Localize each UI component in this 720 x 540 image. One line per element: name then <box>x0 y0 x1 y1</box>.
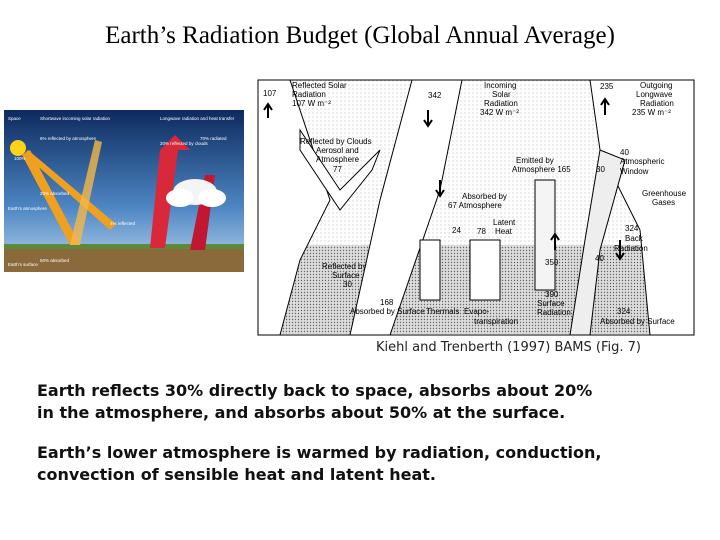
right-label: Window <box>620 167 649 176</box>
paragraph-line: in the atmosphere, and absorbs about 50%… <box>37 403 566 422</box>
right-label: Greenhouse <box>642 189 687 198</box>
right-label: Solar <box>492 90 511 99</box>
right-label: 350 <box>545 258 559 267</box>
right-label: Absorbed by Surface <box>350 307 425 316</box>
right-label: 40 <box>595 254 604 263</box>
right-label: Radiation <box>537 308 571 317</box>
right-label: 342 W m⁻² <box>480 108 519 117</box>
paragraph: Earth reflects 30% directly back to spac… <box>37 380 592 424</box>
right-label: Gases <box>652 198 675 207</box>
right-label: Outgoing <box>640 81 672 90</box>
left-label: 20% reflected by clouds <box>160 141 209 146</box>
right-label: 107 W m⁻² <box>292 99 331 108</box>
right-label: 30 <box>343 280 352 289</box>
right-label: 324 <box>625 224 639 233</box>
right-label: Surface <box>537 299 565 308</box>
right-label: Reflected by <box>322 262 366 271</box>
right-label: Radiation <box>614 244 648 253</box>
right-label: 235 W m⁻² <box>632 108 671 117</box>
right-label: Radiation <box>484 99 518 108</box>
caption: Kiehl and Trenberth (1997) BAMS (Fig. 7) <box>376 340 641 355</box>
right-label: Incoming <box>484 81 516 90</box>
right-label: Back <box>625 234 644 243</box>
right-label: 30 <box>596 165 605 174</box>
left-label: Space <box>8 116 21 121</box>
left-label: 50% absorbed <box>40 258 70 263</box>
left-label: Earth's atmosphere <box>8 206 47 211</box>
right-label: Absorbed by <box>462 192 507 201</box>
diagrams: Space Shortwave incoming solar radiation L… <box>4 79 695 336</box>
right-label: Radiation <box>640 99 674 108</box>
right-label: 390 <box>545 290 559 299</box>
right-label: 67 Atmosphere <box>448 201 502 210</box>
right-label: Radiation <box>292 90 326 99</box>
paragraph: Earth’s lower atmosphere is warmed by ra… <box>37 442 601 486</box>
left-label: 70% radiated <box>200 136 227 141</box>
right-label: Emitted by <box>516 156 554 165</box>
left-label: Shortwave incoming solar radiation <box>40 116 111 121</box>
paragraph-line: convection of sensible heat and latent h… <box>37 465 436 484</box>
right-label: 107 <box>263 89 277 98</box>
right-label: Atmosphere <box>316 155 360 164</box>
right-label: Surface <box>332 271 360 280</box>
left-label: Longwave radiation and heat transfer <box>160 116 235 121</box>
right-label: Latent <box>493 218 516 227</box>
paragraph-line: Earth’s lower atmosphere is warmed by ra… <box>37 443 602 462</box>
right-label: Aerosol and <box>316 146 359 155</box>
right-label: 78 <box>477 227 486 236</box>
left-label: 100% <box>14 156 26 161</box>
right-label: Heat <box>495 227 513 236</box>
right-label: Absorbed by Surface <box>600 317 675 326</box>
left-label: 6% reflected by atmosphere <box>40 136 97 141</box>
left-label: Earth's surface <box>8 262 38 267</box>
right-label: Reflected Solar <box>292 81 347 90</box>
right-label: Atmosphere 165 <box>512 165 571 174</box>
left-diagram: Space Shortwave incoming solar radiation L… <box>4 110 244 272</box>
right-label: transpiration <box>474 317 518 326</box>
left-label: 20% absorbed <box>40 191 70 196</box>
right-label: 235 <box>600 82 614 91</box>
slide-title: Earth’s Radiation Budget (Global Annual … <box>105 22 615 49</box>
right-label: 24 <box>452 226 461 235</box>
paragraph-line: Earth reflects 30% directly back to spac… <box>37 381 593 400</box>
right-label: Thermals <box>426 307 459 316</box>
right-label: 324 <box>617 307 631 316</box>
right-label: Atmospheric <box>620 157 664 166</box>
right-label: Longwave <box>636 90 673 99</box>
right-label: Reflected by Clouds <box>300 137 372 146</box>
right-label: 168 <box>380 298 394 307</box>
right-label: Evapo- <box>464 307 490 316</box>
right-label: 40 <box>620 148 629 157</box>
right-label: 77 <box>333 165 342 174</box>
left-label: 4% reflected <box>110 221 136 226</box>
right-label: 342 <box>428 91 442 100</box>
